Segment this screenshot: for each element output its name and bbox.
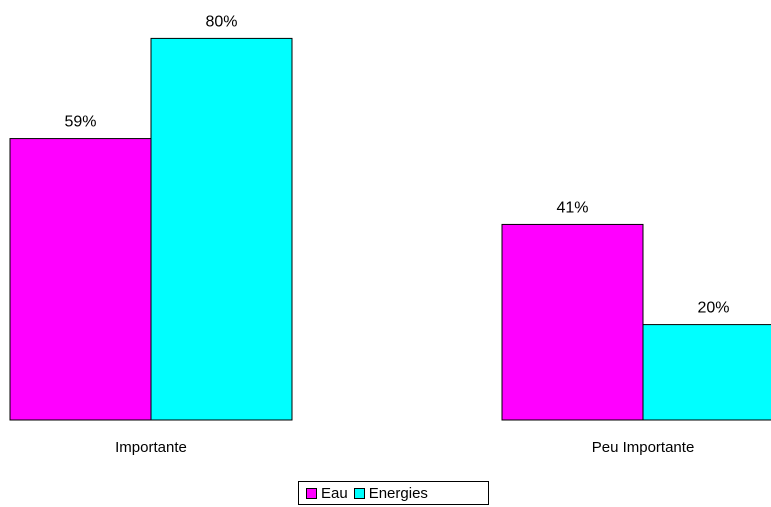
bar-eau-importante [9,138,152,421]
legend-label-eau: Eau [321,484,348,502]
bar-eau-peu-importante [501,223,644,421]
bars-group [9,37,771,421]
legend-item-eau: Eau [306,485,348,502]
legend-label-energies: Energies [368,484,428,502]
category-label-peu-importante: Peu Importante [592,439,695,456]
legend-item-energies: Energies [353,484,428,502]
bar-energies-importante [150,37,293,421]
category-labels-group: Importante Peu Importante [115,439,694,456]
value-label-energies-peu-importante: 20% [697,300,729,317]
value-label-energies-importante: 80% [205,13,237,30]
category-label-importante: Importante [115,439,187,456]
value-label-eau-peu-importante: 41% [556,199,588,216]
legend-swatch-energies [353,487,365,499]
legend: Eau Energies [298,481,489,505]
bar-energies-peu-importante [642,324,771,421]
legend-swatch-eau [306,487,317,499]
value-label-eau-importante: 59% [64,114,96,131]
value-labels-group: 59% 80% 41% 20% [64,13,729,316]
